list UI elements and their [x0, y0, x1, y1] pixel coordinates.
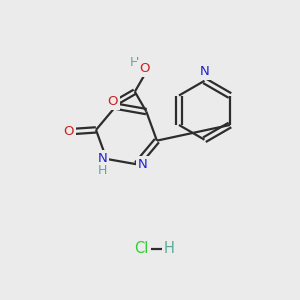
Text: N: N — [97, 152, 107, 166]
Text: O: O — [107, 95, 118, 108]
Text: OH: OH — [131, 60, 151, 74]
Text: N: N — [138, 158, 148, 171]
Text: O: O — [63, 125, 74, 138]
Text: H: H — [164, 241, 175, 256]
Text: O: O — [139, 62, 150, 75]
Text: N: N — [200, 65, 209, 79]
Text: H: H — [98, 164, 107, 177]
Text: H: H — [129, 56, 139, 69]
Text: Cl: Cl — [134, 241, 148, 256]
